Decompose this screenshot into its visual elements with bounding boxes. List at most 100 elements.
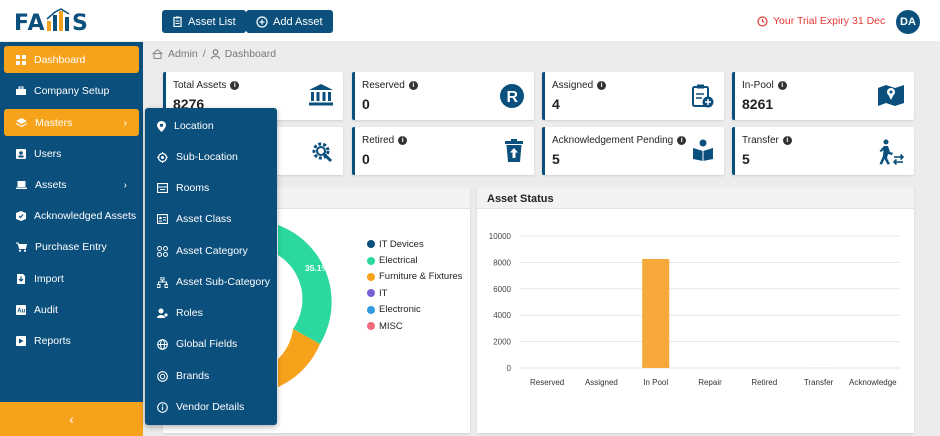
card-label-text: In-Pool	[742, 80, 774, 91]
chevron-left-icon: ‹	[69, 411, 74, 427]
sidebar-item-label: Audit	[34, 303, 58, 316]
legend-item[interactable]: MISC	[367, 318, 462, 334]
menu-item-brands[interactable]: Brands	[157, 366, 209, 386]
retired-card[interactable]: Retired i 0	[352, 127, 534, 175]
add-asset-label: Add Asset	[273, 15, 323, 28]
donut-slice-furniture[interactable]	[278, 329, 320, 387]
card-label: Transfer i	[742, 135, 792, 146]
breadcrumb-separator: /	[202, 48, 206, 60]
reserved-r-icon: R	[500, 84, 524, 108]
breadcrumb: Admin / Dashboard	[152, 48, 276, 60]
menu-item-vendor-details[interactable]: Vendor Details	[157, 397, 244, 417]
clipboard-plus-icon	[692, 84, 714, 108]
sidebar-item-audit[interactable]: Au Audit	[4, 296, 139, 323]
sidebar-item-import[interactable]: Import	[4, 265, 139, 292]
card-value: 5	[742, 151, 750, 167]
reserved-card[interactable]: Reserved i 0 R	[352, 72, 534, 120]
legend-item[interactable]: Electronic	[367, 302, 462, 318]
sidebar-item-reports[interactable]: Reports	[4, 327, 139, 354]
sidebar-item-purchase-entry[interactable]: Purchase Entry	[4, 233, 139, 260]
menu-item-location[interactable]: Location	[157, 116, 214, 136]
menu-item-label: Brands	[176, 370, 210, 382]
map-pin-icon	[878, 85, 904, 106]
report-icon	[16, 335, 26, 346]
y-tick-label: 4000	[493, 311, 511, 320]
sidebar-item-label: Purchase Entry	[35, 240, 107, 253]
info-icon: i	[777, 81, 787, 90]
gear-wrench-icon	[312, 142, 333, 163]
card-label: Total Assets i	[173, 80, 240, 91]
card-value: 5	[552, 151, 560, 167]
sidebar-item-label: Masters	[35, 116, 73, 129]
bar[interactable]	[642, 258, 670, 368]
y-tick-label: 8000	[493, 258, 511, 267]
card-label-text: Retired	[362, 135, 395, 146]
cart-icon	[16, 242, 27, 252]
card-label: Assigned i	[552, 80, 607, 91]
card-label-text: Transfer	[742, 135, 779, 146]
logo[interactable]: FA S	[14, 7, 106, 35]
menu-item-asset-class[interactable]: Asset Class	[157, 209, 231, 229]
info-icon: i	[398, 136, 408, 145]
box-check-icon	[16, 210, 26, 221]
sidebar-item-dashboard[interactable]: Dashboard	[4, 46, 139, 73]
svg-text:FA: FA	[14, 11, 46, 35]
info-circle-icon	[157, 401, 168, 413]
in-pool-card[interactable]: In-Pool i 8261	[732, 72, 914, 120]
legend-item[interactable]: Electrical	[367, 252, 462, 268]
legend-item[interactable]: IT Devices	[367, 236, 462, 252]
transfer-card[interactable]: Transfer i 5	[732, 127, 914, 175]
svg-text:Au: Au	[17, 308, 25, 314]
chevron-right-icon: ›	[123, 116, 128, 129]
legend-item[interactable]: Furniture & Fixtures	[367, 269, 462, 285]
id-card-icon	[157, 214, 168, 224]
sidebar-item-label: Import	[34, 272, 64, 285]
sidebar-item-assets[interactable]: Assets ›	[4, 171, 139, 198]
sidebar-item-label: Users	[34, 147, 62, 160]
donut-slice-electrical[interactable]	[278, 225, 332, 344]
sidebar-item-users[interactable]: Users	[4, 140, 139, 167]
breadcrumb-root[interactable]: Admin	[168, 48, 198, 60]
trial-text: Your Trial Expiry 31 Dec	[773, 15, 886, 27]
legend-label: Electronic	[379, 304, 421, 316]
sidebar-item-acknowledged-assets[interactable]: Acknowledged Assets	[4, 202, 139, 229]
sidebar-item-masters[interactable]: Masters ›	[4, 109, 139, 136]
menu-item-global-fields[interactable]: Global Fields	[157, 334, 237, 354]
asset-list-button[interactable]: Asset List	[162, 10, 246, 33]
menu-item-label: Vendor Details	[176, 401, 245, 413]
category-grid-icon	[157, 245, 168, 257]
card-value: 4	[552, 96, 560, 112]
menu-item-rooms[interactable]: Rooms	[157, 178, 209, 198]
avatar[interactable]: DA	[896, 10, 920, 34]
menu-item-asset-sub-category[interactable]: Asset Sub-Category	[157, 272, 270, 292]
menu-item-label: Global Fields	[176, 338, 238, 350]
user-card-icon	[16, 148, 26, 159]
clock-icon	[757, 15, 768, 27]
person-transfer-icon	[879, 139, 904, 165]
laptop-icon	[16, 180, 27, 189]
import-icon	[17, 273, 25, 284]
sidebar-item-company-setup[interactable]: Company Setup	[4, 77, 139, 104]
trash-restore-icon	[505, 139, 523, 162]
menu-item-roles[interactable]: Roles	[157, 303, 203, 323]
acknowledgement-pending-card[interactable]: Acknowledgement Pending i 5	[542, 127, 724, 175]
masters-dropdown-menu: Location Sub-Location Rooms Asset Class …	[145, 108, 277, 425]
card-value: 8261	[742, 96, 774, 112]
assigned-card[interactable]: Assigned i 4	[542, 72, 724, 120]
user-tag-icon	[157, 308, 168, 318]
x-tick-label: Reserved	[530, 378, 564, 387]
menu-item-sub-location[interactable]: Sub-Location	[157, 147, 238, 167]
svg-text:S: S	[72, 11, 89, 35]
card-label-text: Acknowledgement Pending	[552, 135, 674, 146]
sidebar-item-label: Acknowledged Assets	[34, 209, 137, 222]
card-label: In-Pool i	[742, 80, 787, 91]
legend-item[interactable]: IT	[367, 285, 462, 301]
sidebar-collapse-button[interactable]: ‹	[0, 402, 143, 436]
menu-item-label: Sub-Location	[176, 151, 238, 163]
audit-icon: Au	[16, 304, 26, 315]
card-label: Acknowledgement Pending i	[552, 135, 687, 146]
add-asset-button[interactable]: Add Asset	[246, 10, 333, 33]
top-bar: FA S Asset List Add Asset Your Trial Exp…	[0, 0, 940, 42]
menu-item-asset-category[interactable]: Asset Category	[157, 241, 248, 261]
sidebar-item-label: Reports	[34, 334, 71, 347]
